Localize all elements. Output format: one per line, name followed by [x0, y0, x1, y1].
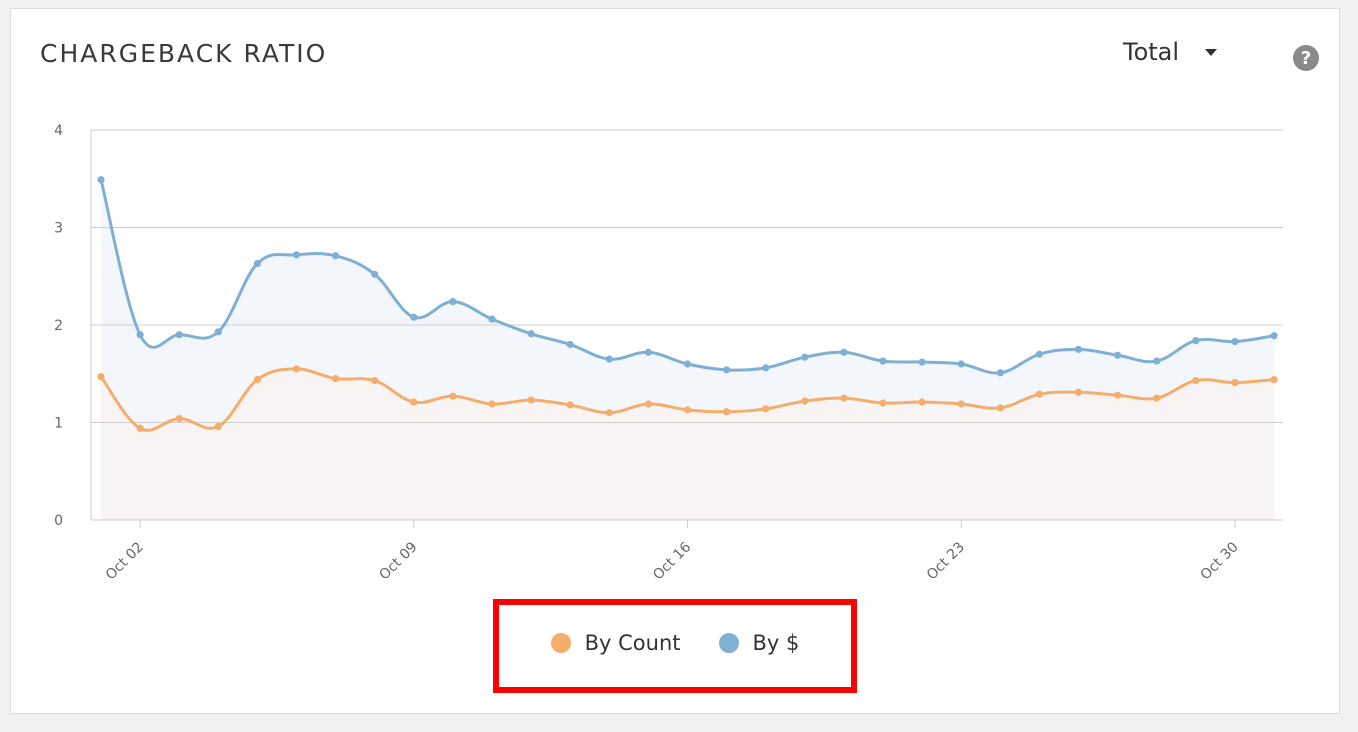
data-point-by-dollar	[957, 360, 965, 368]
data-point-by-count	[605, 409, 613, 417]
data-point-by-dollar	[566, 340, 574, 349]
data-point-by-dollar	[840, 348, 848, 356]
area-fill-by-count	[101, 368, 1274, 520]
x-tick-label: Oct 16	[650, 539, 694, 583]
data-point-by-count	[762, 405, 770, 413]
data-point-by-dollar	[527, 330, 535, 338]
data-point-by-dollar	[879, 357, 887, 365]
data-point-by-dollar	[292, 251, 301, 259]
data-point-by-dollar	[1270, 332, 1278, 340]
data-point-by-dollar	[996, 369, 1004, 377]
data-point-by-count	[214, 422, 222, 430]
caret-down-icon	[1205, 48, 1218, 56]
legend-item-by-dollar[interactable]: By $	[718, 631, 800, 655]
data-point-by-dollar	[214, 328, 222, 336]
data-point-by-count	[840, 394, 848, 402]
data-point-by-count	[1114, 391, 1122, 399]
data-point-by-count	[97, 373, 105, 381]
data-point-by-count	[918, 398, 926, 406]
data-point-by-dollar	[449, 298, 457, 306]
x-tick-label: Oct 02	[103, 539, 147, 583]
data-point-by-count	[136, 424, 144, 432]
data-point-by-dollar	[175, 331, 183, 339]
data-point-by-count	[410, 398, 418, 406]
data-point-by-dollar	[97, 176, 105, 184]
data-point-by-dollar	[332, 252, 340, 260]
chart-legend: By Count By $	[499, 631, 851, 655]
y-tick-label: 3	[54, 221, 63, 237]
legend-item-by-count[interactable]: By Count	[550, 631, 681, 655]
data-point-by-count	[566, 401, 574, 409]
data-point-by-dollar	[1231, 337, 1239, 346]
data-point-by-dollar	[488, 315, 496, 323]
data-point-by-count	[371, 376, 379, 385]
data-point-by-dollar	[762, 364, 770, 372]
data-point-by-count	[1035, 390, 1043, 398]
help-icon[interactable]: ?	[1293, 45, 1319, 71]
data-point-by-dollar	[1192, 337, 1200, 345]
data-point-by-count	[332, 375, 340, 383]
data-point-by-dollar	[605, 355, 613, 363]
data-point-by-count	[683, 406, 692, 414]
data-point-by-count	[957, 400, 965, 408]
data-point-by-count	[488, 400, 496, 408]
data-point-by-count	[996, 404, 1004, 412]
data-point-by-count	[253, 376, 261, 384]
data-point-by-dollar	[1114, 351, 1122, 359]
data-point-by-dollar	[683, 360, 692, 368]
data-point-by-dollar	[801, 353, 809, 361]
y-tick-label: 2	[54, 318, 63, 334]
data-point-by-count	[644, 400, 653, 408]
data-point-by-dollar	[371, 270, 379, 278]
data-point-by-count	[292, 365, 301, 373]
data-point-by-dollar	[918, 358, 926, 366]
dropdown-selected-value: Total	[1123, 38, 1180, 66]
data-point-by-count	[527, 396, 535, 404]
data-point-by-dollar	[1153, 357, 1161, 365]
data-point-by-dollar	[136, 331, 144, 339]
data-point-by-count	[723, 408, 731, 416]
total-dropdown[interactable]: Total	[1123, 38, 1218, 66]
data-point-by-count	[1074, 388, 1083, 396]
legend-label-by-count: By Count	[584, 631, 681, 655]
data-point-by-count	[879, 399, 887, 407]
data-point-by-count	[1270, 376, 1278, 384]
chargeback-line-chart: 0 1 2 3 4 Oct 02 Oct 09 Oct 16 Oct 23 Oct 30	[54, 123, 1283, 583]
data-point-by-dollar	[1074, 345, 1083, 353]
x-tick-label: Oct 23	[924, 539, 968, 583]
legend-dot-by-count	[550, 633, 571, 653]
data-point-by-dollar	[253, 259, 261, 268]
y-tick-label: 1	[54, 416, 63, 432]
legend-label-by-dollar: By $	[752, 631, 800, 655]
data-point-by-count	[1231, 378, 1239, 387]
data-point-by-count	[449, 392, 457, 400]
data-point-by-count	[1153, 394, 1161, 402]
data-point-by-dollar	[723, 366, 731, 374]
chargeback-ratio-card: CHARGEBACK RATIO Total ? 0 1 2 3 4 Oct 02 Oct …	[10, 8, 1340, 714]
data-point-by-count	[801, 397, 809, 405]
x-tick-label: Oct 30	[1198, 539, 1242, 583]
y-tick-label: 4	[54, 123, 63, 139]
data-point-by-dollar	[1035, 350, 1043, 358]
data-point-by-count	[1192, 376, 1200, 385]
x-tick-label: Oct 09	[376, 539, 420, 583]
legend-dot-by-dollar	[718, 633, 739, 653]
data-point-by-count	[175, 415, 183, 423]
y-tick-label: 0	[54, 513, 63, 529]
chart-title: CHARGEBACK RATIO	[40, 39, 328, 68]
legend-highlight-box: By Count By $	[493, 599, 857, 693]
data-point-by-dollar	[410, 313, 418, 321]
data-point-by-dollar	[644, 348, 653, 356]
